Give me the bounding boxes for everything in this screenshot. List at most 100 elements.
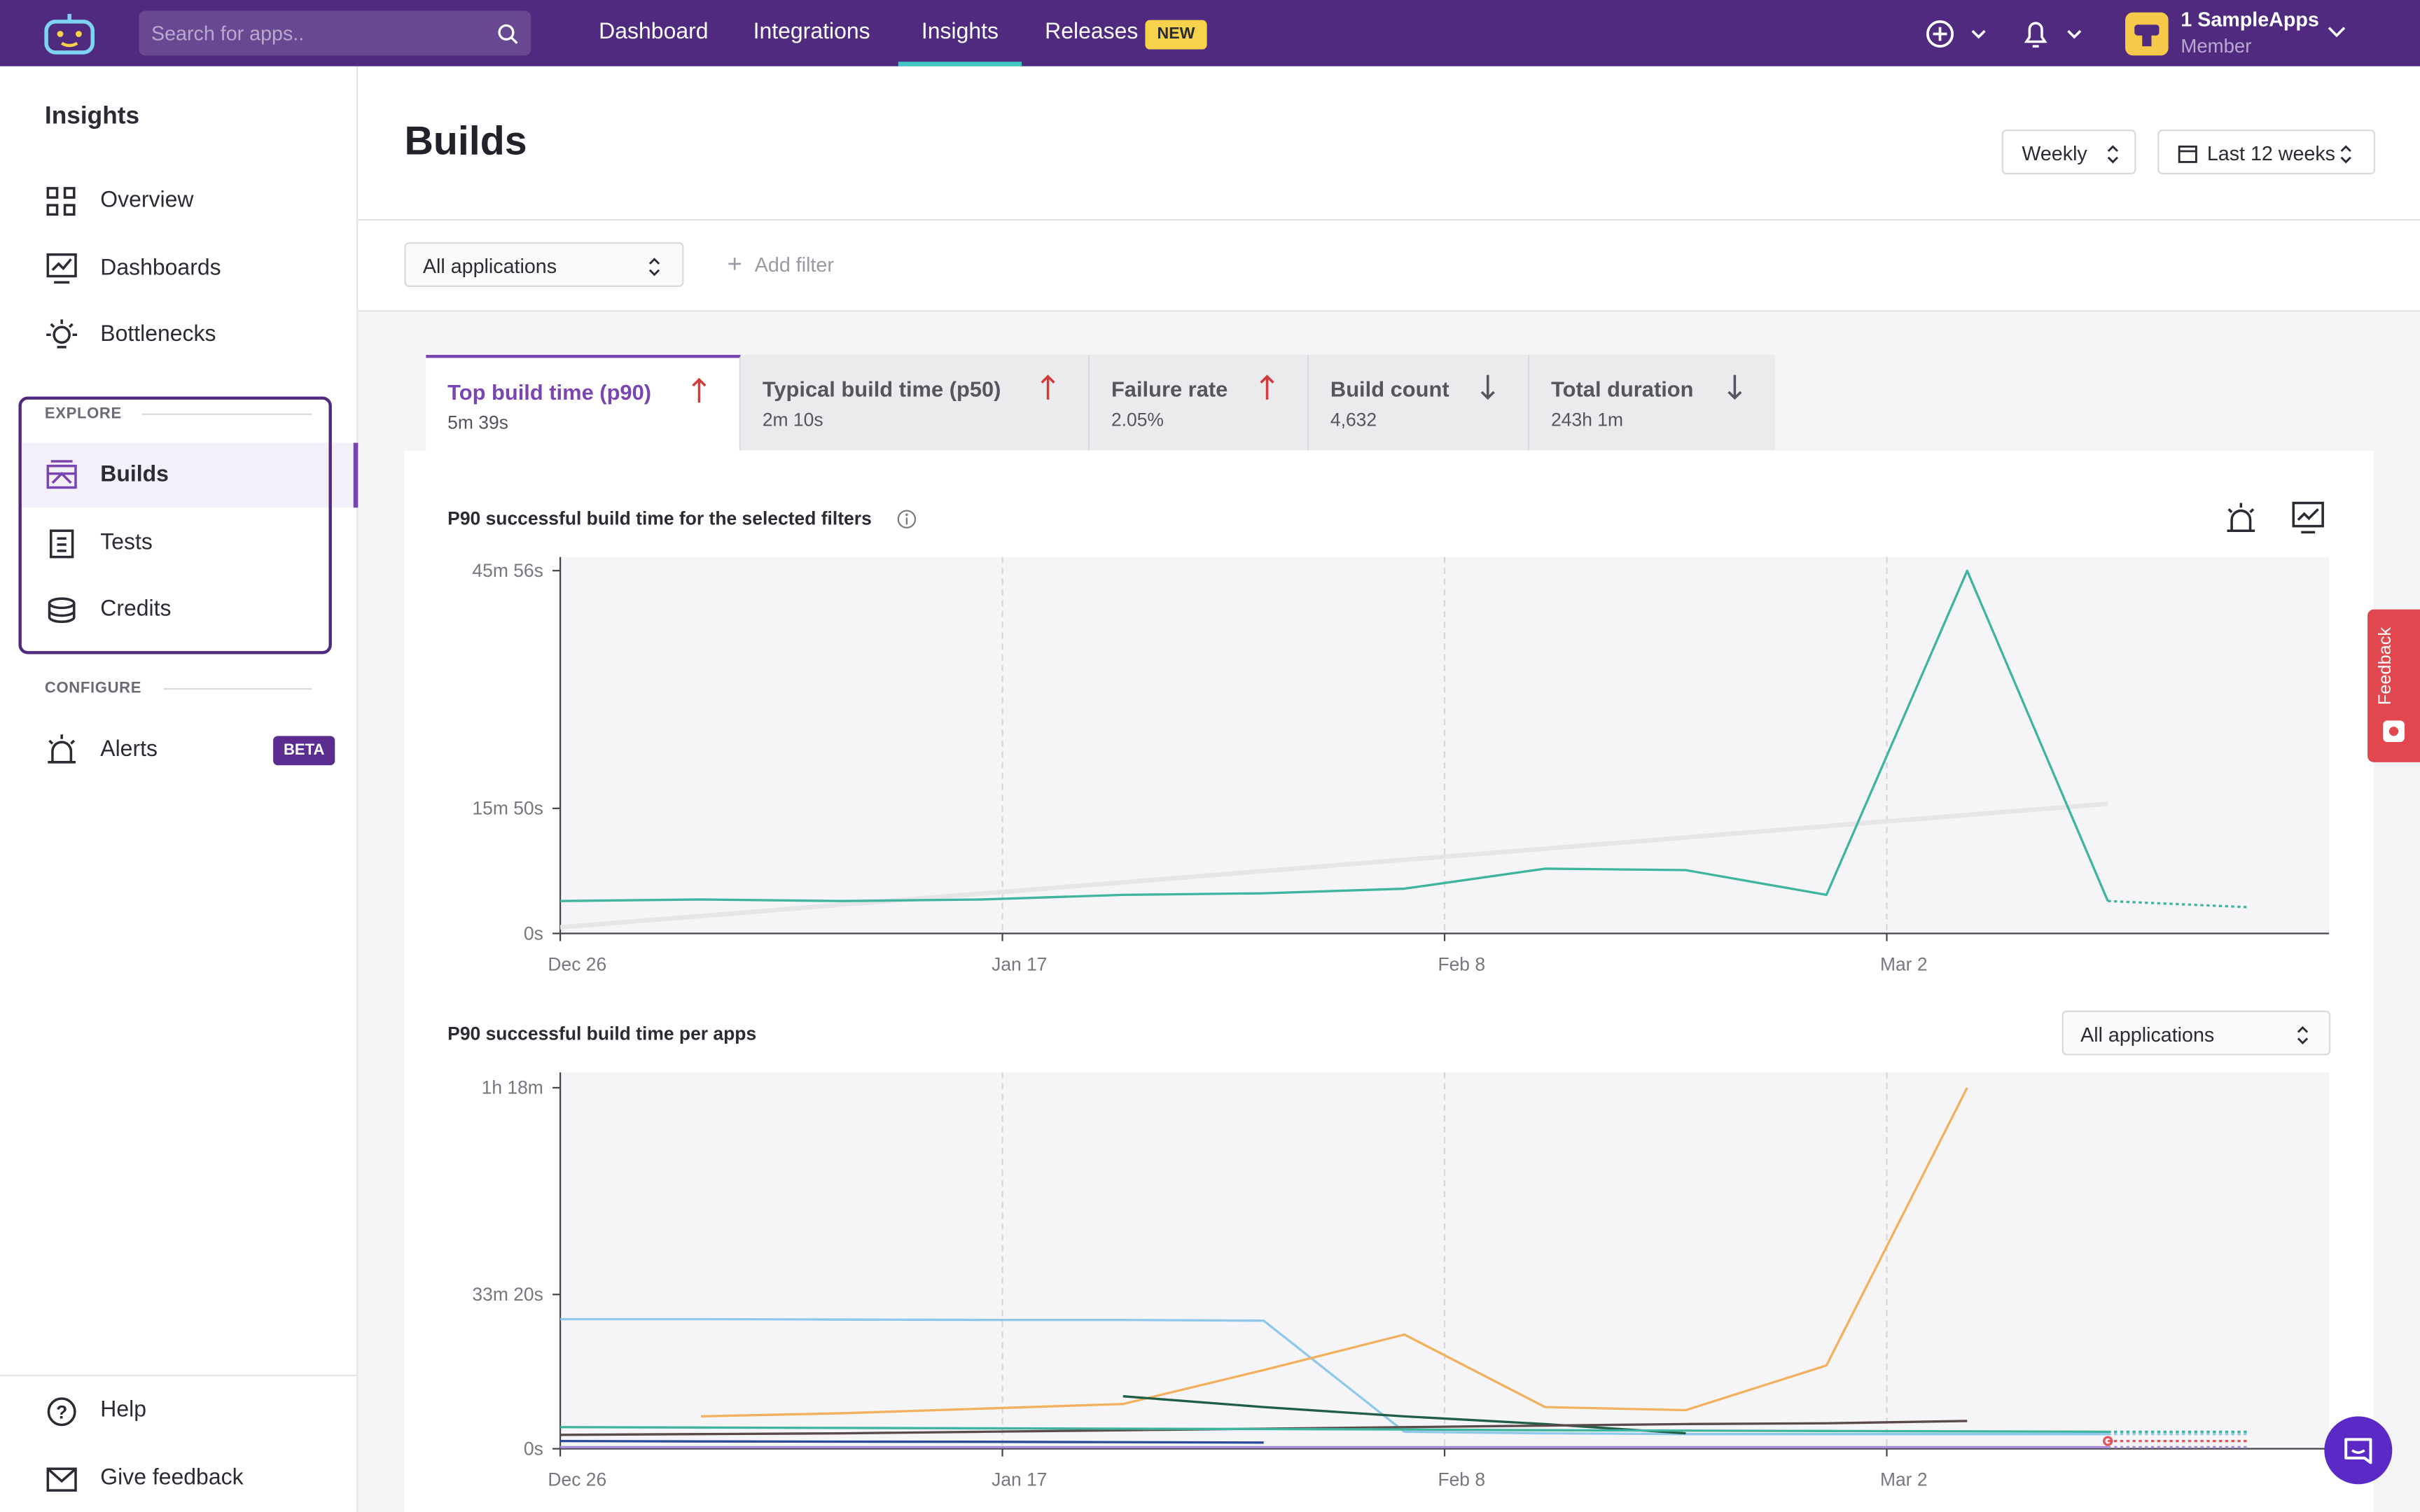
top-bar (0, 0, 2420, 66)
sidebar-item[interactable]: Help (100, 1397, 147, 1423)
nav-item[interactable]: Releases (1045, 20, 1139, 45)
add-menu[interactable] (1924, 17, 1998, 50)
plus-icon (728, 258, 741, 270)
sidebar-item[interactable]: Dashboards (100, 255, 221, 281)
tests-icon (49, 529, 74, 559)
tab-value: 243h 1m (1551, 409, 1624, 430)
app-select-label: All applications (422, 254, 557, 278)
new-badge: NEW (1145, 20, 1207, 50)
feedback-tab[interactable]: Feedback (2367, 609, 2420, 762)
chart-app-select[interactable]: All applications (2061, 1010, 2331, 1056)
active-item-bar (353, 442, 359, 508)
info-icon[interactable] (897, 509, 917, 529)
tab-title: Build count (1330, 376, 1449, 402)
metric-tab[interactable]: Typical build time (p50) 2m 10s (740, 354, 1090, 451)
nav-item[interactable]: Dashboard (599, 20, 709, 45)
tab-value: 2m 10s (762, 409, 823, 430)
select-arrows (648, 258, 660, 276)
series-line-incomplete (2108, 899, 2249, 909)
help-icon: ? (47, 1397, 76, 1427)
search-placeholder: Search for apps.. (151, 21, 305, 45)
user-name[interactable]: 1 SampleApps (2181, 8, 2319, 31)
credits-icon (48, 597, 76, 624)
tab-title: Total duration (1551, 376, 1694, 402)
section-label: EXPLORE (44, 405, 122, 423)
dashboards-icon (46, 253, 77, 284)
nav-item[interactable]: Insights (921, 20, 999, 45)
section-label: CONFIGURE (44, 680, 142, 698)
trend-up (1041, 374, 1055, 400)
range-select[interactable]: Last 12 weeks (2157, 130, 2376, 175)
series-line (560, 1426, 2108, 1434)
metric-tab[interactable]: Failure rate 2.05% (1090, 354, 1309, 451)
tab-value: 5m 39s (447, 412, 508, 434)
nav-active-indicator (898, 62, 1022, 66)
select-arrows (2297, 1026, 2309, 1044)
chart-title: P90 successful build time for the select… (447, 507, 872, 530)
trend-down (1480, 374, 1495, 400)
nav-item[interactable]: Integrations (753, 20, 870, 45)
sidebar-item[interactable]: Bottlenecks (100, 322, 216, 347)
x-tick-label: Mar 2 (1880, 1469, 1928, 1490)
y-tick-label: 1h 18m (482, 1077, 543, 1098)
interval-select[interactable]: Weekly (2001, 130, 2136, 175)
x-tick-label: Jan 17 (992, 953, 1047, 974)
avatar[interactable] (2125, 12, 2169, 56)
feedback-label: Feedback (2377, 626, 2395, 706)
builds-icon (46, 460, 77, 489)
tab-value: 2.05% (1111, 409, 1164, 430)
search-box[interactable]: Search for apps.. (139, 10, 531, 56)
x-tick-label: Dec 26 (548, 953, 606, 974)
metric-tab[interactable]: Build count 4,632 (1309, 354, 1530, 451)
tab-title: Top build time (p90) (447, 379, 652, 405)
series-line (559, 801, 2108, 930)
app-select[interactable]: All applications (404, 242, 684, 287)
bottlenecks-icon (46, 319, 78, 349)
user-menu-chevron[interactable] (2326, 23, 2348, 41)
tab-title: Typical build time (p50) (762, 376, 1001, 402)
select-arrows (2340, 145, 2351, 164)
y-tick-label: 33m 20s (472, 1284, 543, 1305)
chat-button[interactable] (2323, 1415, 2393, 1485)
sidebar-item[interactable]: Tests (100, 531, 153, 556)
series-line (700, 1087, 1968, 1418)
y-tick-label: 15m 50s (472, 798, 543, 819)
alert-button[interactable] (2224, 501, 2258, 535)
interval-label: Weekly (2022, 141, 2087, 165)
trend-up (692, 377, 707, 403)
series-line (560, 1439, 1264, 1444)
logo[interactable] (43, 13, 96, 56)
notifications[interactable] (2020, 17, 2091, 50)
overview-icon (46, 187, 76, 216)
x-tick-label: Mar 2 (1880, 953, 1928, 974)
x-tick-label: Dec 26 (548, 1469, 606, 1490)
page-title: Builds (404, 117, 527, 164)
chart-app-select-label: All applications (2080, 1023, 2215, 1046)
user-role: Member (2181, 35, 2252, 57)
metric-tab[interactable]: Total duration 243h 1m (1529, 354, 1775, 451)
beta-badge: BETA (273, 736, 335, 766)
add-filter[interactable]: Add filter (754, 253, 834, 276)
series-line (560, 569, 2109, 902)
y-tick-label: 0s (524, 1438, 543, 1459)
filter-bar (358, 220, 2420, 312)
dashboard-button[interactable] (2292, 501, 2325, 535)
divider (141, 413, 312, 415)
alerts-icon (48, 734, 76, 764)
explore-box (18, 396, 332, 654)
search-icon (498, 24, 518, 44)
sidebar-item[interactable]: Builds (100, 463, 169, 488)
sidebar (0, 66, 359, 1512)
sidebar-item[interactable]: Alerts (100, 737, 158, 762)
tab-value: 4,632 (1330, 409, 1377, 430)
tab-title: Failure rate (1111, 376, 1228, 402)
x-tick-label: Feb 8 (1438, 1469, 1485, 1490)
metric-tab[interactable]: Top build time (p90) 5m 39s (426, 354, 741, 451)
sidebar-item[interactable]: Give feedback (100, 1465, 244, 1491)
x-tick-label: Jan 17 (992, 1469, 1047, 1490)
sidebar-item[interactable]: Credits (100, 596, 172, 622)
sidebar-item[interactable]: Overview (100, 188, 194, 214)
divider (163, 688, 312, 690)
